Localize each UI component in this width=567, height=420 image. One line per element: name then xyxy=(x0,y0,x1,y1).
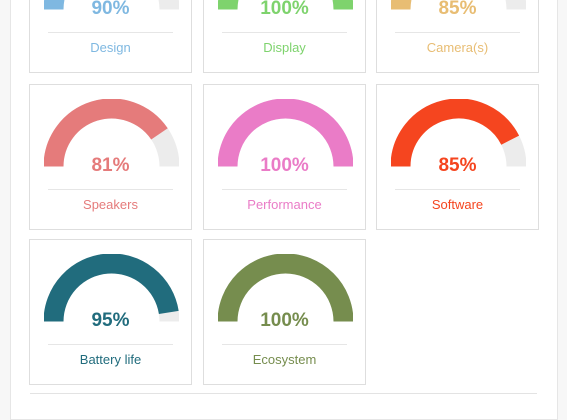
card-divider xyxy=(48,32,173,33)
gauge-ecosystem xyxy=(218,254,353,322)
rating-label: Display xyxy=(263,40,306,55)
rating-label: Performance xyxy=(247,197,322,212)
gauge-fill xyxy=(44,99,168,167)
card-divider xyxy=(222,189,347,190)
rating-card-performance: 100% Performance xyxy=(203,84,366,230)
rating-card-speakers: 81% Speakers xyxy=(29,84,192,230)
gauge-fill xyxy=(44,254,179,322)
rating-card-design: 90% Design xyxy=(29,0,192,73)
rating-value: 100% xyxy=(260,310,309,331)
rating-card-battery-life: 95% Battery life xyxy=(29,239,192,385)
card-divider xyxy=(48,189,173,190)
rating-label: Battery life xyxy=(79,352,142,367)
gauge-performance xyxy=(218,99,353,167)
card-divider xyxy=(222,32,347,33)
rating-value: 100% xyxy=(260,0,309,19)
rating-label: Design xyxy=(90,40,131,55)
gauge-fill xyxy=(218,99,353,167)
rating-label: Camera(s) xyxy=(426,40,489,55)
card-divider xyxy=(222,344,347,345)
card-divider xyxy=(395,189,520,190)
divider xyxy=(30,393,537,394)
rating-label: Speakers xyxy=(83,197,138,212)
rating-value: 85% xyxy=(438,155,477,176)
card-divider xyxy=(395,32,520,33)
rating-card-cameras: 85% Camera(s) xyxy=(376,0,539,73)
gauge-software xyxy=(391,99,526,167)
rating-value: 95% xyxy=(91,310,130,331)
rating-card-ecosystem: 100% Ecosystem xyxy=(203,239,366,385)
rating-label: Software xyxy=(431,197,484,212)
gauge-battery-life xyxy=(44,254,179,322)
rating-value: 85% xyxy=(438,0,477,19)
gauge-fill xyxy=(391,99,520,167)
rating-card-software: 85% Software xyxy=(376,84,539,230)
gauge-speakers xyxy=(44,99,179,167)
rating-value: 100% xyxy=(260,155,309,176)
rating-value: 90% xyxy=(91,0,130,19)
rating-card-display: 100% Display xyxy=(203,0,366,73)
card-divider xyxy=(48,344,173,345)
gauge-fill xyxy=(218,254,353,322)
rating-label: Ecosystem xyxy=(252,352,317,367)
rating-value: 81% xyxy=(91,155,130,176)
